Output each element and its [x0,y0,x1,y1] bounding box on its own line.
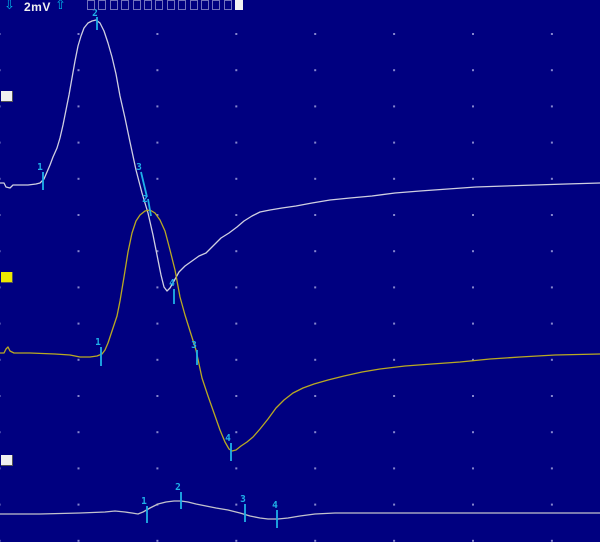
acquisition-cell-filled [235,0,244,10]
acquisition-cell [200,0,209,10]
trace-mid-yellow-cursor-1-label: 1 [95,337,101,348]
trace-mid-yellow-cursor-2-label: 2 [142,194,148,205]
trace-top-white-waveform [0,19,600,292]
trace-mid-yellow-waveform [0,209,600,452]
gain-scale-label: 2mV [24,0,51,14]
channel-1-button[interactable] [1,91,13,102]
gain-decrease-arrow-icon[interactable]: ⇩ [4,0,15,13]
trace-bottom-gray-cursor-1-label: 1 [141,496,147,507]
acquisition-indicator-row [87,0,244,10]
trace-top-white-cursor-3-tick[interactable] [140,171,148,198]
acquisition-cell [132,0,141,10]
header-bar: ⇩ 2mV ⇧ [0,0,600,16]
trace-mid-yellow: 1 2 3 4 [0,194,600,461]
acquisition-cell [109,0,118,10]
trace-top-white-cursor-1-label: 1 [37,162,43,173]
trace-mid-yellow-cursor-4-label: 4 [225,433,231,444]
acquisition-cell [87,0,95,10]
gain-increase-arrow-icon[interactable]: ⇧ [55,0,66,13]
trace-mid-yellow-cursor-2-tick[interactable] [147,198,152,217]
acquisition-cell [212,0,221,10]
channel-2-button[interactable] [1,272,13,283]
trace-bottom-gray: 1 2 3 4 [0,482,600,528]
acquisition-cell [178,0,187,10]
trace-top-white-cursor-2-label: 2 [92,8,98,19]
trace-top-white-cursor-4-label: 4 [169,278,175,289]
acquisition-cell [98,0,107,10]
acquisition-cell [166,0,175,10]
trace-bottom-gray-cursor-3-label: 3 [240,494,246,505]
graticule-dots [0,33,553,542]
channel-3-button[interactable] [1,455,13,466]
trace-bottom-gray-cursor-2-label: 2 [175,482,181,493]
trace-bottom-gray-cursor-4-label: 4 [272,500,278,511]
trace-top-white: 1 2 3 4 [0,8,600,304]
trace-bottom-gray-waveform [0,500,600,520]
acquisition-cell [121,0,130,10]
acquisition-cell [223,0,232,10]
acquisition-cell [143,0,152,10]
trace-mid-yellow-cursor-3-label: 3 [191,340,197,351]
acquisition-cell [155,0,164,10]
trace-top-white-cursor-3-label: 3 [136,162,142,173]
acquisition-cell [189,0,198,10]
